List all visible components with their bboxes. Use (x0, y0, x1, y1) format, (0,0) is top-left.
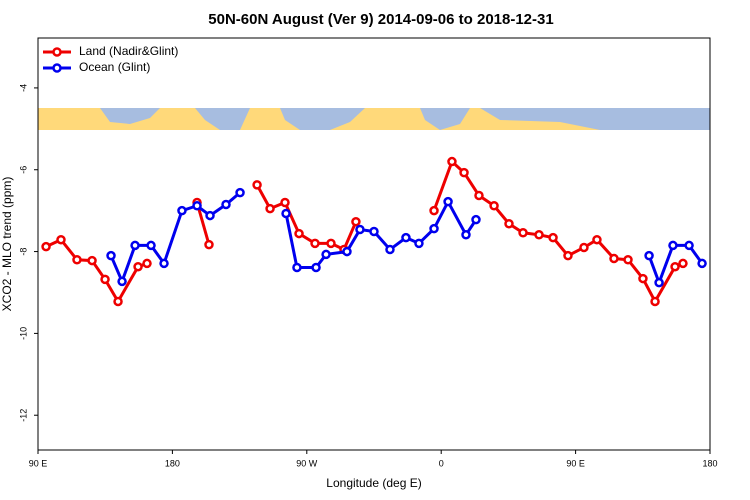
data-point (609, 253, 619, 264)
data-point (177, 205, 187, 216)
y-tick-label: -12 (18, 409, 28, 422)
map-land (100, 108, 160, 124)
legend-marker (52, 63, 62, 73)
data-point (579, 242, 589, 253)
data-point (281, 208, 291, 219)
data-point (518, 227, 528, 238)
x-tick-label: 0 (439, 458, 444, 468)
data-point (310, 238, 320, 249)
x-tick-label: 180 (702, 458, 717, 468)
data-point (385, 244, 395, 255)
data-point (401, 232, 411, 243)
data-point (252, 180, 262, 190)
data-point (326, 238, 336, 249)
data-point (204, 239, 214, 250)
map-land (480, 108, 710, 130)
data-point (342, 246, 352, 257)
plot-frame (37, 37, 711, 451)
data-point (429, 205, 439, 216)
data-point (351, 216, 361, 227)
y-tick-label: -4 (18, 84, 28, 92)
data-point (205, 210, 215, 221)
data-point (292, 262, 302, 273)
data-point (113, 296, 123, 307)
data-point (429, 223, 439, 234)
data-point (146, 240, 156, 251)
data-point (592, 234, 602, 245)
data-point (563, 250, 573, 261)
y-tick-label: -10 (18, 327, 28, 340)
data-point (443, 196, 453, 207)
data-point (133, 261, 143, 272)
x-tick-label: 90 E (566, 458, 585, 468)
data-point (221, 199, 231, 210)
data-point (461, 230, 471, 240)
data-point (265, 203, 275, 214)
data-point (697, 258, 707, 269)
series-line (284, 198, 478, 270)
data-point (294, 228, 304, 239)
map-land (195, 108, 250, 130)
data-point (670, 261, 680, 272)
data-point (504, 218, 514, 229)
data-point (644, 250, 654, 261)
series-line (45, 237, 148, 305)
data-point (280, 197, 290, 208)
data-point (638, 273, 648, 284)
x-tick-label: 180 (165, 458, 180, 468)
data-point (41, 241, 51, 252)
data-point (142, 258, 152, 269)
x-axis-label: Longitude (deg E) (326, 476, 421, 490)
x-tick-label: 90 E (29, 458, 48, 468)
data-point (684, 240, 694, 251)
data-point (654, 277, 664, 288)
map-land (280, 108, 365, 130)
data-point (130, 240, 140, 251)
data-point (192, 200, 202, 211)
data-point (447, 156, 457, 167)
data-point (311, 262, 321, 273)
data-point (72, 255, 82, 265)
data-point (471, 214, 481, 225)
data-point (355, 224, 365, 235)
data-point (678, 258, 688, 269)
data-point (87, 255, 97, 266)
map-strip (38, 108, 710, 130)
data-point (321, 249, 331, 260)
y-tick-label: -6 (18, 166, 28, 174)
data-point (474, 190, 484, 201)
data-point (489, 200, 499, 211)
legend-marker (52, 47, 62, 57)
data-point (668, 240, 678, 251)
x-tick-label: 90 W (296, 458, 318, 468)
series-line (109, 191, 242, 286)
data-point (117, 276, 127, 287)
data-point (369, 226, 379, 237)
data-point (623, 255, 633, 265)
data-point (459, 167, 469, 178)
data-point (534, 230, 544, 240)
series-line (255, 184, 358, 252)
data-point (414, 238, 424, 249)
legend-label: Ocean (Glint) (79, 60, 150, 74)
y-axis-label: XCO2 - MLO trend (ppm) (0, 177, 14, 312)
data-point (100, 274, 110, 285)
y-tick-label: -8 (18, 248, 28, 256)
data-point (159, 258, 169, 269)
data-point (235, 187, 245, 198)
data-point (548, 232, 558, 243)
data-point (56, 234, 66, 245)
map-land (420, 108, 470, 130)
chart-title: 50N-60N August (Ver 9) 2014-09-06 to 201… (208, 11, 553, 28)
legend-label: Land (Nadir&Glint) (79, 44, 178, 58)
data-point (106, 250, 116, 261)
data-point (650, 296, 660, 307)
